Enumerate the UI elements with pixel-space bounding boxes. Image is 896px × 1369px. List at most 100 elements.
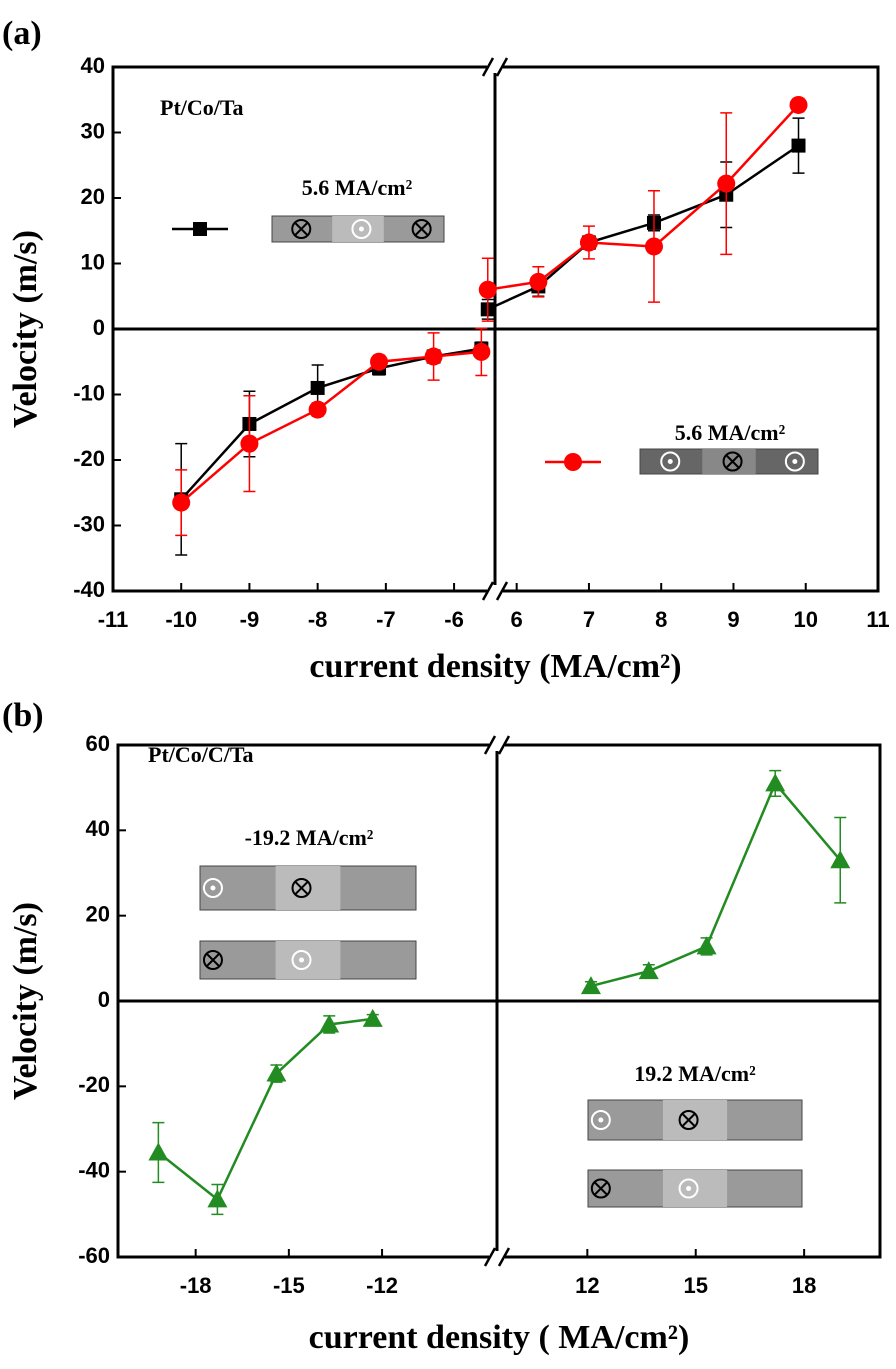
marker xyxy=(638,961,659,980)
domain-image xyxy=(587,1099,803,1141)
symbol-cross xyxy=(294,222,308,236)
x-tick-label: 11 xyxy=(866,607,889,632)
marker xyxy=(472,342,491,361)
symbol xyxy=(722,451,743,472)
x-axis-label: current density (MA/cm²) xyxy=(309,648,681,685)
series-line xyxy=(157,1017,373,1202)
symbol xyxy=(678,1178,699,1199)
symbol xyxy=(291,950,312,970)
symbol-cross xyxy=(681,1113,696,1127)
marker xyxy=(370,352,389,371)
series-line xyxy=(487,104,800,291)
marker xyxy=(580,976,601,995)
symbol xyxy=(291,219,312,239)
symbol-cross xyxy=(206,953,220,967)
y-tick-label: 40 xyxy=(81,53,105,78)
annotation: -19.2 MA/cm² xyxy=(245,825,374,850)
marker xyxy=(765,773,786,792)
symbol xyxy=(202,878,223,898)
x-tick-label: -6 xyxy=(444,607,464,632)
symbol xyxy=(590,1110,611,1130)
x-tick-label: 8 xyxy=(655,607,667,632)
annotation: Pt/Co/Ta xyxy=(160,95,244,120)
symbol xyxy=(590,1178,611,1199)
x-tick-label: 10 xyxy=(793,607,817,632)
marker xyxy=(319,1014,340,1033)
domain-image xyxy=(199,865,417,911)
marker xyxy=(789,95,808,114)
symbol-cross xyxy=(594,1181,608,1196)
y-tick-label: 10 xyxy=(81,249,105,274)
symbol xyxy=(660,451,681,472)
break-mark xyxy=(483,735,511,755)
y-axis-label: Velocity (m/s) xyxy=(7,230,44,428)
series-line xyxy=(487,144,800,311)
series-line xyxy=(180,350,482,504)
x-axis-label: current density ( MA/cm²) xyxy=(309,1319,690,1356)
symbol xyxy=(291,878,312,898)
legend-label: 5.6 MA/cm² xyxy=(302,175,413,200)
marker xyxy=(172,493,191,512)
marker xyxy=(308,400,327,419)
x-tick-label: -12 xyxy=(366,1273,398,1298)
y-tick-label: -60 xyxy=(78,1243,110,1268)
marker xyxy=(696,936,717,955)
x-tick-label: -11 xyxy=(98,607,129,632)
image-band xyxy=(275,866,341,910)
panel-label: (b) xyxy=(2,697,44,734)
symbol xyxy=(784,451,805,472)
marker xyxy=(791,138,806,153)
symbol-dot xyxy=(598,1117,604,1123)
symbol-dot xyxy=(358,226,364,232)
symbol-dot xyxy=(686,1186,692,1191)
annotation: 19.2 MA/cm² xyxy=(634,1061,756,1086)
y-tick-label: -40 xyxy=(78,1157,110,1182)
legend-label: 5.6 MA/cm² xyxy=(675,420,786,445)
x-tick-label: 18 xyxy=(792,1273,816,1298)
y-axis-label: Velocity (m/s) xyxy=(7,902,44,1100)
y-tick-label: -30 xyxy=(73,511,105,536)
break-mark xyxy=(481,581,509,601)
marker xyxy=(424,347,443,366)
image-band xyxy=(662,1100,728,1140)
y-tick-label: -20 xyxy=(73,446,105,471)
marker xyxy=(362,1008,383,1027)
symbol-dot xyxy=(299,957,305,963)
symbol xyxy=(202,950,223,970)
series-line xyxy=(180,347,482,501)
marker xyxy=(207,1189,228,1208)
x-tick-label: -8 xyxy=(308,607,328,632)
marker xyxy=(644,237,663,256)
domain-image xyxy=(587,1169,803,1208)
marker xyxy=(717,174,736,193)
symbol-dot xyxy=(210,885,216,891)
y-tick-label: 20 xyxy=(86,901,110,926)
symbol-cross xyxy=(414,222,429,236)
symbol xyxy=(351,219,372,239)
domain-image xyxy=(271,215,445,243)
y-tick-label: 30 xyxy=(81,118,105,143)
marker xyxy=(478,280,497,299)
symbol-cross xyxy=(294,881,309,895)
break-mark xyxy=(483,1247,511,1267)
x-tick-label: 12 xyxy=(575,1273,599,1298)
symbol xyxy=(411,219,432,239)
legend-marker xyxy=(564,453,582,471)
x-tick-label: 7 xyxy=(583,607,595,632)
x-tick-label: 6 xyxy=(511,607,523,632)
y-tick-label: 20 xyxy=(81,184,105,209)
x-tick-label: -7 xyxy=(376,607,396,632)
symbol-dot xyxy=(667,459,673,464)
y-tick-label: -40 xyxy=(73,577,105,602)
symbol-cross xyxy=(725,454,740,469)
y-tick-label: -20 xyxy=(78,1072,110,1097)
x-tick-label: 9 xyxy=(727,607,739,632)
y-tick-label: 0 xyxy=(98,987,110,1012)
marker xyxy=(830,850,851,869)
image-band xyxy=(662,1170,728,1207)
legend-marker xyxy=(193,222,207,236)
domain-image xyxy=(639,448,819,475)
series-line xyxy=(590,781,842,988)
break-mark xyxy=(481,57,509,77)
